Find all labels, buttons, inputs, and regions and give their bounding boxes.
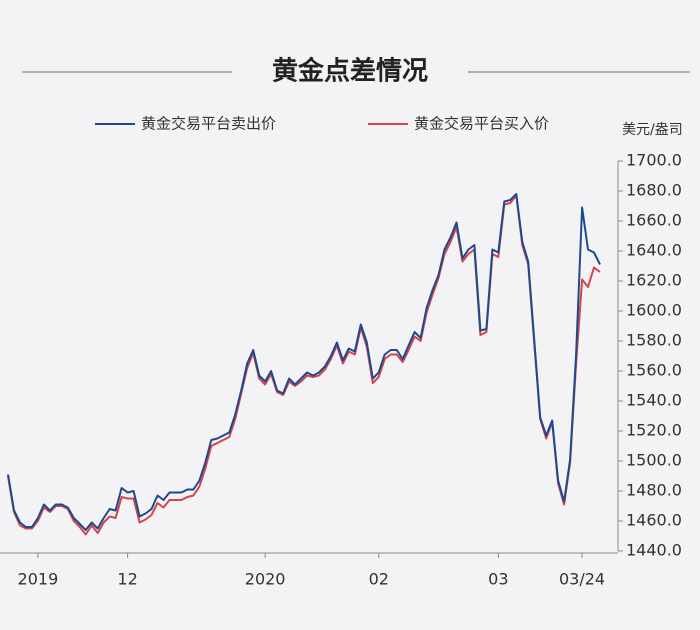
x-tick-label: 2019 xyxy=(18,570,59,589)
series-line xyxy=(7,193,601,531)
legend-label: 黄金交易平台卖出价 xyxy=(141,115,276,133)
chart-title: 黄金点差情况 xyxy=(272,56,428,87)
y-tick-label: 1460.0 xyxy=(626,511,682,530)
y-tick-label: 1620.0 xyxy=(626,271,682,290)
x-tick-label: 03 xyxy=(488,570,508,589)
y-tick-label: 1520.0 xyxy=(626,421,682,440)
x-tick-label: 02 xyxy=(369,570,389,589)
y-tick-label: 1560.0 xyxy=(626,361,682,380)
y-tick-label: 1700.0 xyxy=(626,151,682,170)
y-tick-label: 1440.0 xyxy=(626,541,682,560)
x-tick-label: 03/24 xyxy=(559,570,605,589)
y-tick-label: 1640.0 xyxy=(626,241,682,260)
y-tick-label: 1500.0 xyxy=(626,451,682,470)
y-tick-label: 1480.0 xyxy=(626,481,682,500)
y-tick-label: 1580.0 xyxy=(626,331,682,350)
y-unit: 美元/盎司 xyxy=(622,122,683,138)
legend-label: 黄金交易平台买入价 xyxy=(414,115,549,133)
x-tick-label: 2020 xyxy=(245,570,286,589)
y-tick-label: 1600.0 xyxy=(626,301,682,320)
y-tick-label: 1680.0 xyxy=(626,181,682,200)
y-tick-label: 1540.0 xyxy=(626,391,682,410)
y-tick-label: 1660.0 xyxy=(626,211,682,230)
x-tick-label: 12 xyxy=(117,570,137,589)
